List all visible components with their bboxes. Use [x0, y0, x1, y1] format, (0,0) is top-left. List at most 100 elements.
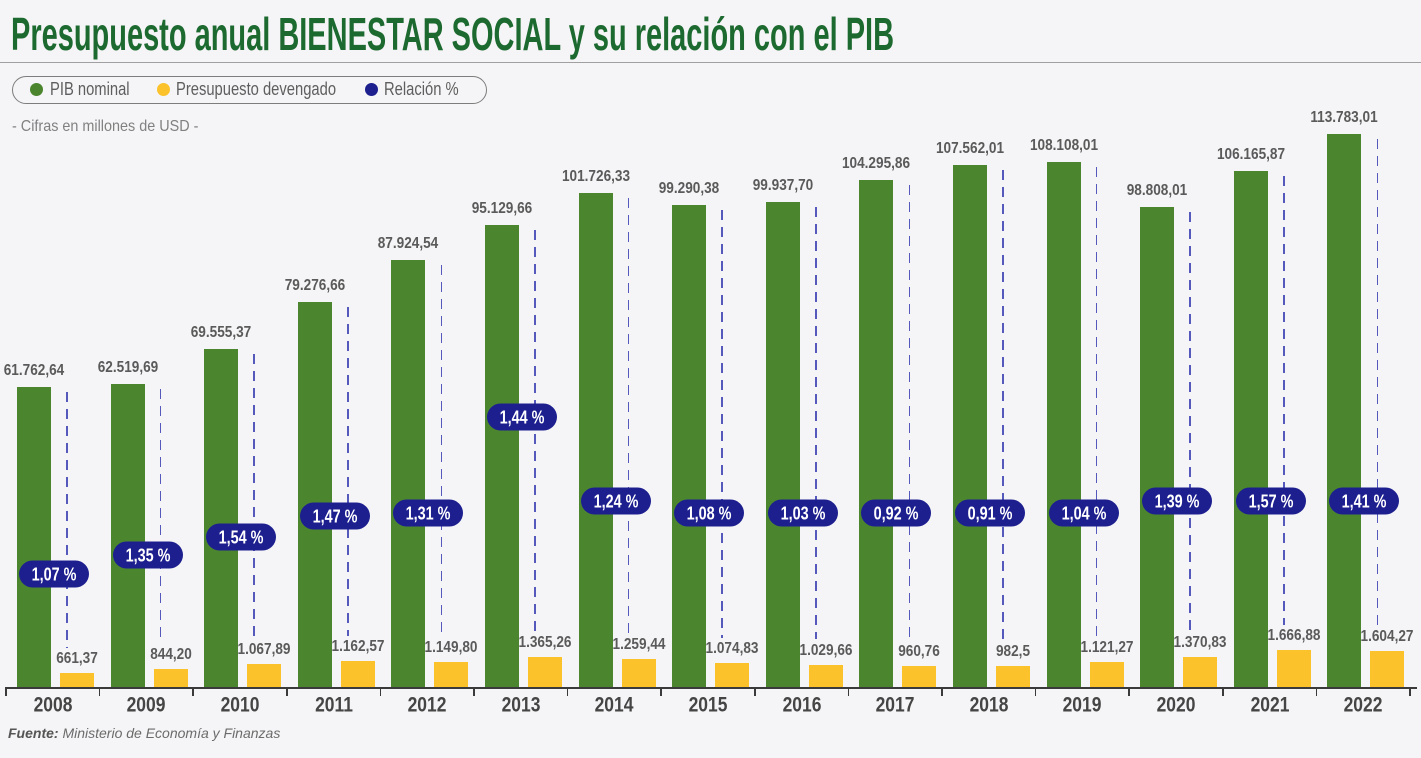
x-tick-label: 2008 [33, 693, 73, 717]
value-label-presupuesto-devengado: 960,76 [898, 643, 941, 661]
legend-swatch-relacion [365, 83, 378, 96]
value-label-pib-nominal: 98.808,01 [1126, 182, 1188, 200]
x-tick-label: 2016 [782, 693, 821, 717]
relacion-guide-line [1189, 212, 1191, 632]
bar-presupuesto-devengado [247, 663, 282, 688]
bar-presupuesto-devengado [621, 659, 656, 688]
value-label-presupuesto-devengado: 1.604,27 [1360, 628, 1414, 646]
value-label-pib-nominal: 95.129,66 [471, 200, 533, 218]
relacion-badge: 1,44 % [487, 403, 557, 431]
bar-presupuesto-devengado [153, 668, 188, 688]
x-tick-label: 2014 [595, 693, 634, 717]
relacion-badge: 1,54 % [206, 523, 277, 551]
bar-pib-nominal [1233, 171, 1268, 688]
bar-pib-nominal [578, 192, 613, 688]
legend-swatch-pib-nominal [30, 83, 43, 96]
relacion-badge: 1,04 % [1048, 499, 1119, 527]
legend: PIB nominal Presupuesto devengado Relaci… [12, 76, 487, 104]
relacion-badge-label: 1,31 % [405, 503, 451, 523]
relacion-badge-label: 1,35 % [125, 545, 171, 565]
value-label-presupuesto-devengado: 1.162,57 [331, 638, 385, 656]
value-label-pib-nominal: 62.519,69 [97, 358, 158, 376]
bar-pib-nominal [765, 201, 800, 688]
value-label-pib-nominal: 99.290,38 [658, 179, 720, 197]
x-axis-tick [473, 688, 475, 696]
relacion-badge-label: 1,08 % [686, 503, 732, 523]
x-axis-tick [1128, 688, 1130, 696]
value-label-presupuesto-devengado: 661,37 [56, 649, 98, 667]
x-tick-label: 2013 [501, 693, 541, 717]
value-label-pib-nominal: 69.555,37 [190, 324, 252, 342]
bar-presupuesto-devengado [1276, 649, 1311, 688]
relacion-guide-line [1283, 176, 1285, 625]
bar-pib-nominal [485, 225, 519, 688]
x-axis-tick [286, 688, 288, 696]
relacion-guide-line [908, 185, 911, 642]
value-label-pib-nominal: 87.924,54 [378, 235, 439, 253]
value-label-pib-nominal: 113.783,01 [1310, 109, 1379, 127]
value-label-pib-nominal: 104.295,86 [842, 155, 911, 173]
x-axis-tick [941, 688, 943, 696]
bar-presupuesto-devengado [1183, 656, 1218, 688]
value-label-pib-nominal: 106.165,87 [1216, 146, 1285, 164]
value-label-presupuesto-devengado: 1.666,88 [1267, 626, 1321, 644]
relacion-badge: 1,35 % [112, 541, 183, 569]
bar-pib-nominal [1140, 207, 1175, 688]
relacion-badge-label: 0,92 % [873, 503, 919, 523]
x-axis-tick [98, 688, 101, 696]
bar-presupuesto-devengado [715, 663, 750, 688]
bar-pib-nominal [859, 180, 894, 688]
x-tick-label: 2011 [314, 693, 353, 717]
x-axis-line [5, 687, 1417, 689]
relacion-badge-label: 0,91 % [967, 503, 1013, 523]
relacion-guide-line [1376, 139, 1379, 627]
x-tick-label: 2009 [127, 693, 166, 717]
value-label-pib-nominal: 79.276,66 [284, 277, 346, 295]
relacion-badge-label: 1,57 % [1248, 491, 1294, 511]
relacion-badge-label: 1,44 % [499, 407, 545, 427]
relacion-guide-line [534, 230, 536, 632]
bar-presupuesto-devengado [808, 664, 843, 688]
value-label-presupuesto-devengado: 1.365,26 [518, 633, 572, 651]
relacion-badge: 0,91 % [955, 499, 1025, 527]
relacion-badge: 1,31 % [393, 499, 464, 527]
relacion-badge-label: 1,24 % [593, 491, 639, 511]
x-axis-tick [192, 688, 194, 696]
value-label-presupuesto-devengado: 1.149,80 [424, 638, 478, 656]
relacion-badge: 1,08 % [674, 499, 745, 527]
x-tick-label: 2021 [1250, 693, 1289, 717]
title-divider [0, 62, 1421, 63]
relacion-badge-label: 1,41 % [1341, 491, 1387, 511]
relacion-guide-line [627, 197, 630, 635]
x-tick-label: 2018 [969, 693, 1009, 717]
x-tick-label: 2020 [1156, 693, 1196, 717]
legend-swatch-presupuesto-devengado [157, 83, 170, 96]
source-text: Ministerio de Economía y Finanzas [62, 725, 281, 741]
bar-presupuesto-devengado [434, 661, 469, 688]
relacion-guide-line [1095, 166, 1098, 638]
relacion-guide-line [253, 354, 255, 639]
value-label-pib-nominal: 107.562,01 [935, 139, 1005, 157]
x-tick-label: 2010 [220, 693, 260, 717]
relacion-guide-line [66, 392, 68, 648]
value-label-pib-nominal: 61.762,64 [3, 362, 65, 380]
relacion-badge: 0,92 % [861, 499, 932, 527]
value-label-presupuesto-devengado: 1.121,27 [1080, 639, 1134, 657]
x-axis-tick [5, 688, 7, 696]
relacion-guide-line [1002, 169, 1004, 641]
relacion-badge-label: 1,39 % [1154, 491, 1200, 511]
relacion-badge: 1,41 % [1329, 487, 1400, 515]
bar-presupuesto-devengado [902, 666, 937, 688]
bar-presupuesto-devengado [528, 656, 562, 688]
x-tick-label: 2017 [875, 693, 915, 717]
value-label-presupuesto-devengado: 982,5 [995, 642, 1031, 660]
relacion-badge: 1,39 % [1142, 487, 1213, 515]
x-axis-tick [379, 688, 382, 696]
relacion-badge: 1,07 % [19, 560, 89, 588]
value-label-presupuesto-devengado: 1.370,83 [1173, 633, 1227, 651]
chart-title: Presupuesto anual BIENESTAR SOCIAL y su … [11, 8, 895, 60]
relacion-badge: 1,47 % [299, 502, 370, 530]
x-axis-tick [660, 688, 662, 696]
